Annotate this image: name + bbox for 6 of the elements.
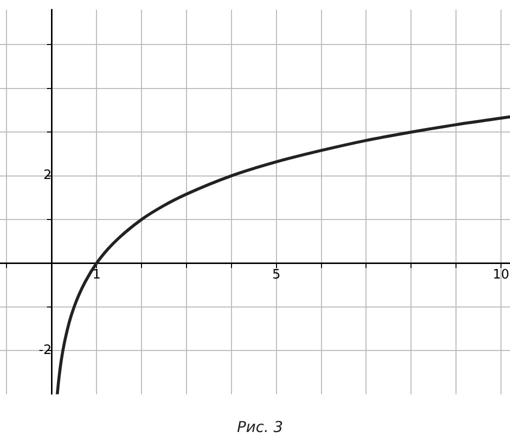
line-series (56, 115, 510, 394)
x-tick-label: 10 (492, 267, 510, 282)
x-tick-label: 5 (272, 267, 280, 282)
y-tick-label: 2 (43, 168, 52, 184)
text: Рис. 3 (236, 418, 284, 436)
x-tick-label: 1 (92, 267, 101, 282)
